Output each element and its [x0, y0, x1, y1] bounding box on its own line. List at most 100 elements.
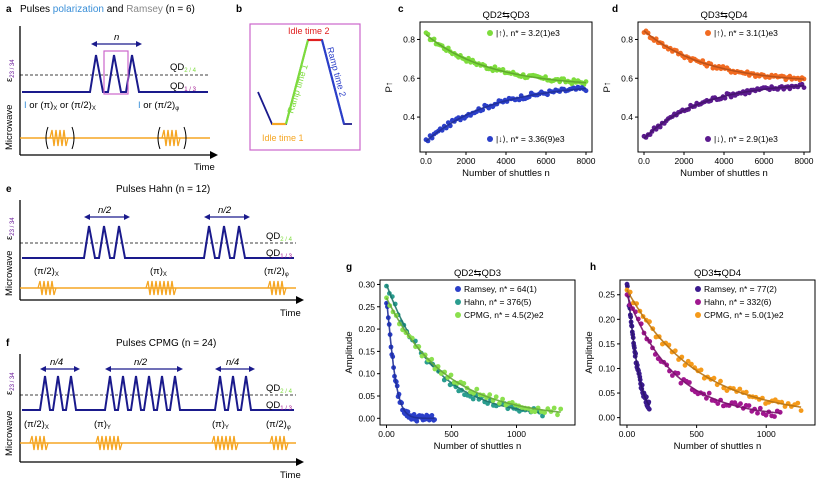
legend-marker-d-s0 [705, 30, 711, 36]
panel-label-b: b [236, 4, 242, 15]
legend-marker-h-s2 [695, 312, 701, 318]
fit-line-g-s0 [385, 302, 435, 420]
y-tick-label-c: 0.8 [403, 34, 415, 44]
legend-marker-g-s0 [455, 286, 461, 292]
y-tick-label-g: 0.20 [358, 324, 375, 334]
panel-f-time-label: Time [280, 470, 301, 481]
panel-e: e Pulses Hahn (n = 12) Time ε23 / 34 Mic… [4, 184, 304, 319]
panel-f-op3: (π)Y [212, 419, 229, 431]
data-point-h-s2 [798, 408, 804, 413]
data-point-g-s0 [414, 418, 420, 424]
fit-line-d-s0 [643, 30, 805, 80]
panel-a-mw-label: Microwave [4, 105, 15, 150]
x-tick-label-d: 8000 [795, 156, 814, 166]
chart-h: QD3⇆QD4 Number of shuttles n Amplitude 0.00… [584, 268, 816, 452]
legend-marker-c-s1 [487, 136, 493, 142]
data-point-g-s2 [474, 386, 480, 392]
data-point-h-s2 [718, 378, 723, 384]
panel-e-half1: n/2 [98, 205, 112, 216]
panel-label-d: d [612, 4, 618, 15]
panel-a-mw-burst-1 [49, 129, 69, 147]
plot-frame-g [379, 279, 576, 426]
panel-a-qd-top: QD2 / 4 [170, 62, 197, 74]
x-tick-label-g: 1000 [507, 429, 526, 439]
chart-c: QD2⇆QD3 Number of shuttles n P↑ 0.0 2000 4000… [384, 10, 596, 179]
data-point-h-s1 [746, 403, 752, 408]
panel-f-q1: n/4 [50, 357, 63, 368]
panel-a-time-label: Time [194, 162, 215, 173]
data-point-g-s0 [429, 413, 435, 418]
data-point-h-s2 [795, 400, 801, 406]
panel-e-eps-label: ε23 / 34 [4, 217, 16, 240]
legend-marker-d-s1 [705, 136, 711, 142]
panel-f: f Pulses CPMG (n = 24) Time ε23 / 34 Mic… [4, 338, 304, 481]
data-point-g-s2 [558, 406, 564, 412]
panel-label-a: a [6, 4, 12, 15]
y-tick-label-h: 0.15 [598, 339, 615, 349]
panel-e-qd-bottom: QD1 / 3 [266, 248, 293, 260]
data-point-h-s1 [715, 401, 721, 406]
panel-f-op1: (π/2)X [24, 419, 49, 431]
legend-marker-h-s0 [695, 286, 701, 292]
data-point-g-s2 [500, 396, 505, 402]
fit-line-h-s0 [626, 284, 650, 407]
chart-title-d: QD3⇆QD4 [700, 10, 747, 21]
legend-label-h-s2: CPMG, n* = 5.0(1)e2 [704, 310, 784, 320]
data-point-h-s2 [685, 358, 691, 364]
data-point-g-s2 [493, 394, 499, 400]
y-tick-label-g: 0.05 [358, 391, 375, 401]
y-axis-label-d: P↑ [602, 81, 613, 92]
chart-title-g: QD2⇆QD3 [454, 268, 501, 279]
fit-line-c-s0 [425, 33, 587, 84]
data-point-h-s1 [687, 380, 692, 385]
data-point-h-s1 [763, 412, 769, 418]
panel-a-qd-bottom: QD1 / 3 [170, 81, 197, 93]
panel-e-op3: (π/2)φ [264, 266, 289, 278]
x-tick-label-g: 500 [444, 429, 458, 439]
panel-f-op4: (π/2)φ [266, 419, 291, 431]
x-tick-label-h: 1000 [757, 429, 776, 439]
legend-label-g-s0: Ramsey, n* = 64(1) [464, 284, 537, 294]
y-axis-label-h: Amplitude [584, 331, 595, 373]
panel-a-title-2: polarization [53, 4, 104, 15]
panel-b-ramp1-line [284, 39, 310, 125]
fit-line-h-s1 [626, 294, 781, 414]
x-tick-label-g: 0.00 [378, 429, 395, 439]
data-point-g-s2 [555, 412, 560, 418]
data-point-c-s0 [543, 74, 548, 80]
panel-a-title-5: (n = 6) [166, 4, 195, 15]
data-point-h-s0 [646, 406, 652, 412]
legend-label-d-s1: |↓⟩, n* = 2.9(1)e3 [714, 134, 778, 144]
data-point-g-s2 [448, 372, 454, 378]
x-tick-label-h: 500 [690, 429, 704, 439]
x-tick-label-c: 6000 [537, 156, 556, 166]
panel-b: b Idle time 2 Idle time 1 Ramp time 1 Ra… [236, 4, 361, 151]
legend-marker-c-s0 [487, 30, 493, 36]
data-point-h-s1 [706, 390, 712, 396]
panel-e-qd-top: QD2 / 4 [266, 231, 293, 243]
panel-a-eps-label: ε23 / 34 [4, 59, 16, 82]
legend-marker-h-s1 [695, 299, 701, 305]
panel-a-ops-right: I or (π/2)φ [138, 100, 179, 112]
legend-label-h-s1: Hahn, n* = 332(6) [704, 297, 772, 307]
data-point-g-s2 [461, 381, 467, 386]
y-tick-label-c: 0.4 [403, 112, 415, 122]
x-tick-label-d: 0.0 [638, 156, 650, 166]
y-tick-label-g: 0.15 [358, 346, 375, 356]
legend-label-d-s0: |↑⟩, n* = 3.1(1)e3 [714, 28, 778, 38]
data-point-h-s1 [704, 395, 709, 401]
panel-b-ramp1-label: Ramp time 1 [285, 63, 309, 115]
panel-a-title-4: Ramsey [126, 4, 163, 15]
panel-b-idle2-label: Idle time 2 [288, 26, 330, 36]
panel-f-title: Pulses CPMG (n = 24) [116, 338, 216, 349]
data-point-c-s0 [492, 64, 498, 70]
y-axis-label-g: Amplitude [344, 331, 355, 373]
panel-f-op2: (π)Y [94, 419, 111, 431]
y-tick-label-h: 0.25 [598, 290, 615, 300]
y-tick-label-h: 0.10 [598, 363, 615, 373]
panel-e-time-label: Time [280, 308, 301, 319]
legend-label-c-s0: |↑⟩, n* = 3.2(1)e3 [496, 28, 560, 38]
data-point-h-s2 [698, 367, 704, 373]
y-tick-label-d: 0.4 [621, 112, 633, 122]
